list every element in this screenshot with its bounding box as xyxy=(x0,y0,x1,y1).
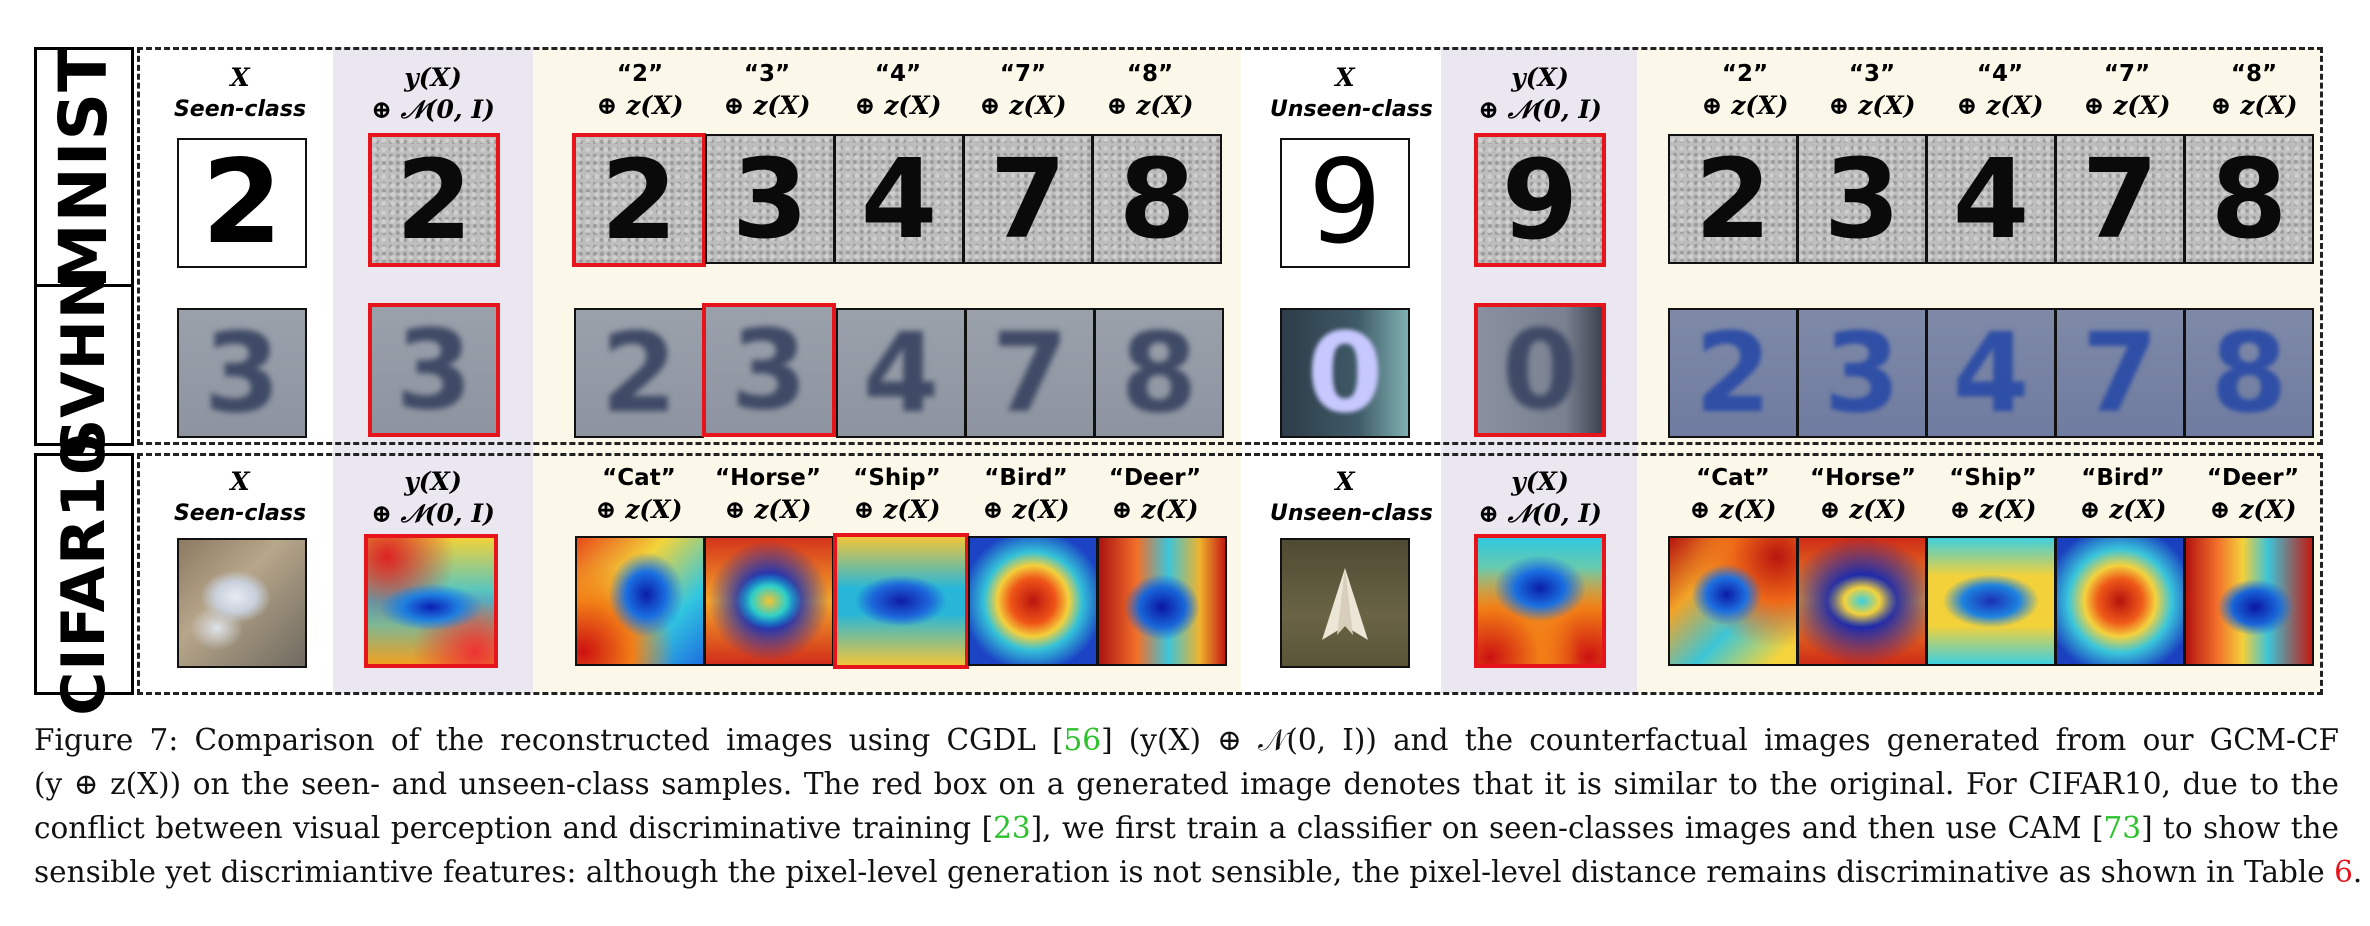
header-x-unseen: X Unseen-class xyxy=(1270,63,1433,122)
mnist-unseen-input: 9 xyxy=(1280,138,1410,268)
cifar-header-ship: “Ship” ⊕ z(X) xyxy=(853,465,941,524)
figure-caption: Figure 7: Comparison of the reconstructe… xyxy=(34,718,2363,894)
header-cf-8: “8” ⊕ z(X) xyxy=(1106,61,1194,120)
header-cf-unseen-8: “8” ⊕ z(X) xyxy=(2210,61,2298,120)
svhn-cf-2: 2 xyxy=(574,308,704,438)
cifar-dashed-box xyxy=(137,453,2323,695)
caption-line-2: (y ⊕ z(X)) on the seen- and unseen-class… xyxy=(34,767,2339,801)
header-cf-3: “3” ⊕ z(X) xyxy=(723,61,811,120)
row-label-svhn: SVHN xyxy=(34,268,134,462)
header-x-seen: X Seen-class xyxy=(173,63,307,122)
header-cf-4: “4” ⊕ z(X) xyxy=(854,61,942,120)
citation-73[interactable]: 73 xyxy=(2103,811,2142,845)
mnist-cf-2: 2 xyxy=(572,133,706,267)
header-cf-unseen-4: “4” ⊕ z(X) xyxy=(1956,61,2044,120)
cifar-header-x-unseen: X Unseen-class xyxy=(1270,467,1433,526)
mnist-unseen-cf-8: 8 xyxy=(2184,134,2314,264)
cifar-header-cat: “Cat” ⊕ z(X) xyxy=(595,465,683,524)
cifar-cf-horse xyxy=(704,536,834,666)
caption-line-1: Figure 7: Comparison of the reconstructe… xyxy=(34,723,2339,757)
header-cf-unseen-3: “3” ⊕ z(X) xyxy=(1828,61,1916,120)
svhn-unseen-cf-4: 4 xyxy=(1926,308,2056,438)
cifar-seen-input xyxy=(177,538,307,668)
cifar-cf-ship xyxy=(833,533,969,669)
cifar-header-unseen-cat: “Cat” ⊕ z(X) xyxy=(1689,465,1777,524)
mnist-cf-7: 7 xyxy=(963,134,1093,264)
mnist-unseen-cf-7: 7 xyxy=(2055,134,2185,264)
caption-line-4: sensible yet discrimiantive features: al… xyxy=(34,855,2363,889)
cifar-cf-cat xyxy=(575,536,705,666)
cifar-cf-deer xyxy=(1097,536,1227,666)
header-cf-7: “7” ⊕ z(X) xyxy=(979,61,1067,120)
cifar-unseen-cf-deer xyxy=(2184,536,2314,666)
cifar-recon-seen xyxy=(364,534,498,668)
header-cf-unseen-7: “7” ⊕ z(X) xyxy=(2083,61,2171,120)
svhn-unseen-cf-3: 3 xyxy=(1797,308,1927,438)
cifar-header-unseen-horse: “Horse” ⊕ z(X) xyxy=(1810,465,1916,524)
row-label-cifar10: CIFAR10 xyxy=(34,432,134,716)
svhn-cf-4: 4 xyxy=(836,308,966,438)
cifar-unseen-cf-cat xyxy=(1668,536,1798,666)
cifar-header-unseen-deer: “Deer” ⊕ z(X) xyxy=(2206,465,2300,524)
svhn-recon-seen: 3 xyxy=(368,303,500,437)
plane-shape xyxy=(1322,568,1368,640)
svhn-unseen-cf-2: 2 xyxy=(1668,308,1798,438)
cifar-header-recon-unseen: y(X) ⊕ 𝒩(0, I) xyxy=(1478,467,1602,528)
svhn-unseen-cf-7: 7 xyxy=(2055,308,2185,438)
cifar-unseen-cf-ship xyxy=(1926,536,2056,666)
cifar-header-horse: “Horse” ⊕ z(X) xyxy=(715,465,821,524)
svhn-unseen-input: 0 xyxy=(1280,308,1410,438)
mnist-cf-8: 8 xyxy=(1092,134,1222,264)
cifar-cf-bird xyxy=(968,536,1098,666)
digits-dashed-box xyxy=(137,47,2323,445)
citation-23[interactable]: 23 xyxy=(993,811,1031,845)
cifar-recon-unseen xyxy=(1474,534,1606,668)
cifar-header-deer: “Deer” ⊕ z(X) xyxy=(1108,465,1202,524)
mnist-cf-3: 3 xyxy=(705,134,835,264)
svhn-cf-7: 7 xyxy=(965,308,1095,438)
header-cf-unseen-2: “2” ⊕ z(X) xyxy=(1701,61,1789,120)
cifar-header-recon-seen: y(X) ⊕ 𝒩(0, I) xyxy=(371,467,495,528)
caption-line-3: conflict between visual perception and d… xyxy=(34,811,2340,845)
cifar-unseen-input xyxy=(1280,538,1410,668)
cifar-header-unseen-ship: “Ship” ⊕ z(X) xyxy=(1949,465,2037,524)
mnist-unseen-cf-2: 2 xyxy=(1668,134,1798,264)
cifar-header-unseen-bird: “Bird” ⊕ z(X) xyxy=(2079,465,2167,524)
svhn-unseen-cf-8: 8 xyxy=(2184,308,2314,438)
header-recon-unseen: y(X) ⊕ 𝒩(0, I) xyxy=(1478,63,1602,124)
svhn-cf-8: 8 xyxy=(1094,308,1224,438)
citation-56[interactable]: 56 xyxy=(1063,723,1102,757)
svhn-seen-input: 3 xyxy=(177,308,307,438)
mnist-cf-4: 4 xyxy=(834,134,964,264)
cifar-header-bird: “Bird” ⊕ z(X) xyxy=(982,465,1070,524)
mnist-unseen-cf-4: 4 xyxy=(1926,134,2056,264)
cifar-unseen-cf-horse xyxy=(1797,536,1927,666)
table-ref-6[interactable]: 6 xyxy=(2334,855,2353,889)
header-cf-2: “2” ⊕ z(X) xyxy=(596,61,684,120)
mnist-seen-input: 2 xyxy=(177,138,307,268)
cifar-header-x-seen: X Seen-class xyxy=(173,467,307,526)
row-label-mnist: MNIST xyxy=(34,45,134,289)
mnist-unseen-cf-3: 3 xyxy=(1797,134,1927,264)
svhn-recon-unseen: 0 xyxy=(1474,303,1606,437)
svhn-cf-3: 3 xyxy=(702,303,836,437)
header-recon-seen: y(X) ⊕ 𝒩(0, I) xyxy=(371,63,495,124)
mnist-recon-unseen: 9 xyxy=(1474,133,1606,267)
cifar-unseen-cf-bird xyxy=(2055,536,2185,666)
mnist-recon-seen: 2 xyxy=(368,133,500,267)
